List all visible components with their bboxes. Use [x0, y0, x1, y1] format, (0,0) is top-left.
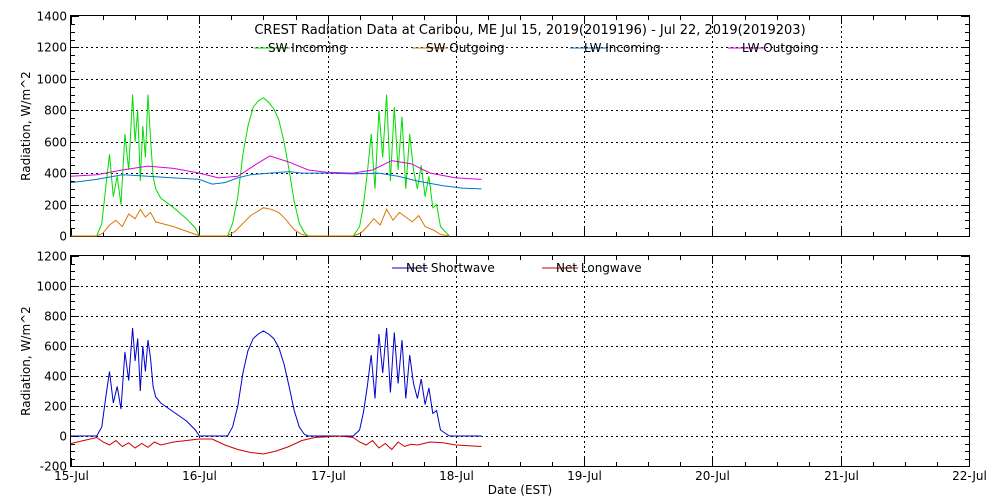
bottom-legend: Net Shortwave Net Longwave — [392, 261, 642, 275]
xtick-label: 19-Jul — [567, 469, 602, 483]
top-ytick-label: 0 — [59, 230, 67, 244]
top-y-axis-label: Radiation, W/m^2 — [19, 71, 33, 181]
bottom-series-group — [70, 327, 482, 455]
bottom-plot-frame — [70, 255, 970, 467]
series-line-lw-outgoing — [70, 155, 482, 180]
bottom-ytick-label: 1000 — [36, 280, 67, 294]
legend-label-net-shortwave: Net Shortwave — [406, 261, 495, 275]
legend-label-sw-outgoing: SW Outgoing — [426, 41, 505, 55]
top-ticks: 0 200 400 600 800 1000 1200 1400 — [36, 10, 970, 244]
bottom-ytick-label: 400 — [44, 370, 67, 384]
series-line-net-shortwave — [71, 327, 482, 437]
bottom-ytick-label: 0 — [59, 430, 67, 444]
top-ytick-label: 200 — [44, 199, 67, 213]
legend-label-lw-outgoing: LW Outgoing — [742, 41, 819, 55]
top-ytick-label: 400 — [44, 167, 67, 181]
bottom-ytick-label: 600 — [44, 340, 67, 354]
top-ytick-label: 600 — [44, 136, 67, 150]
xtick-label: 22-Jul — [952, 469, 987, 483]
series-line-sw-outgoing — [71, 207, 450, 237]
xtick-label: 20-Jul — [695, 469, 730, 483]
series-line-lw-incoming — [70, 171, 482, 190]
top-ytick-label: 1200 — [36, 41, 67, 55]
top-series-group — [70, 94, 482, 237]
bottom-ytick-label: 1200 — [36, 250, 67, 264]
chart-title: CREST Radiation Data at Caribou, ME Jul … — [254, 23, 805, 38]
bottom-ytick-label: 800 — [44, 310, 67, 324]
bottom-ytick-label: -200 — [40, 460, 67, 474]
series-line-sw-incoming — [71, 94, 450, 237]
bottom-grid — [71, 256, 969, 466]
bottom-ticks: -200 0 200 400 600 800 1000 1200 15-Jul 16-Jul 17-… — [36, 250, 986, 484]
top-ytick-label: 1000 — [36, 73, 67, 87]
x-axis-label: Date (EST) — [488, 483, 552, 497]
xtick-label: 21-Jul — [824, 469, 859, 483]
bottom-y-axis-label: Radiation, W/m^2 — [19, 306, 33, 416]
xtick-label: 17-Jul — [311, 469, 346, 483]
top-plot-frame — [70, 15, 970, 237]
top-grid — [71, 16, 969, 236]
top-legend: SW Incoming SW Outgoing LW Incoming LW Outg… — [254, 41, 819, 55]
legend-label-sw-incoming: SW Incoming — [268, 41, 347, 55]
top-ytick-label: 800 — [44, 104, 67, 118]
legend-label-net-longwave: Net Longwave — [556, 261, 642, 275]
bottom-ytick-label: 200 — [44, 400, 67, 414]
xtick-label: 15-Jul — [54, 469, 89, 483]
xtick-label: 18-Jul — [439, 469, 474, 483]
series-line-net-longwave — [70, 435, 482, 455]
legend-label-lw-incoming: LW Incoming — [584, 41, 661, 55]
xtick-label: 16-Jul — [182, 469, 217, 483]
top-ytick-label: 1400 — [36, 10, 67, 24]
